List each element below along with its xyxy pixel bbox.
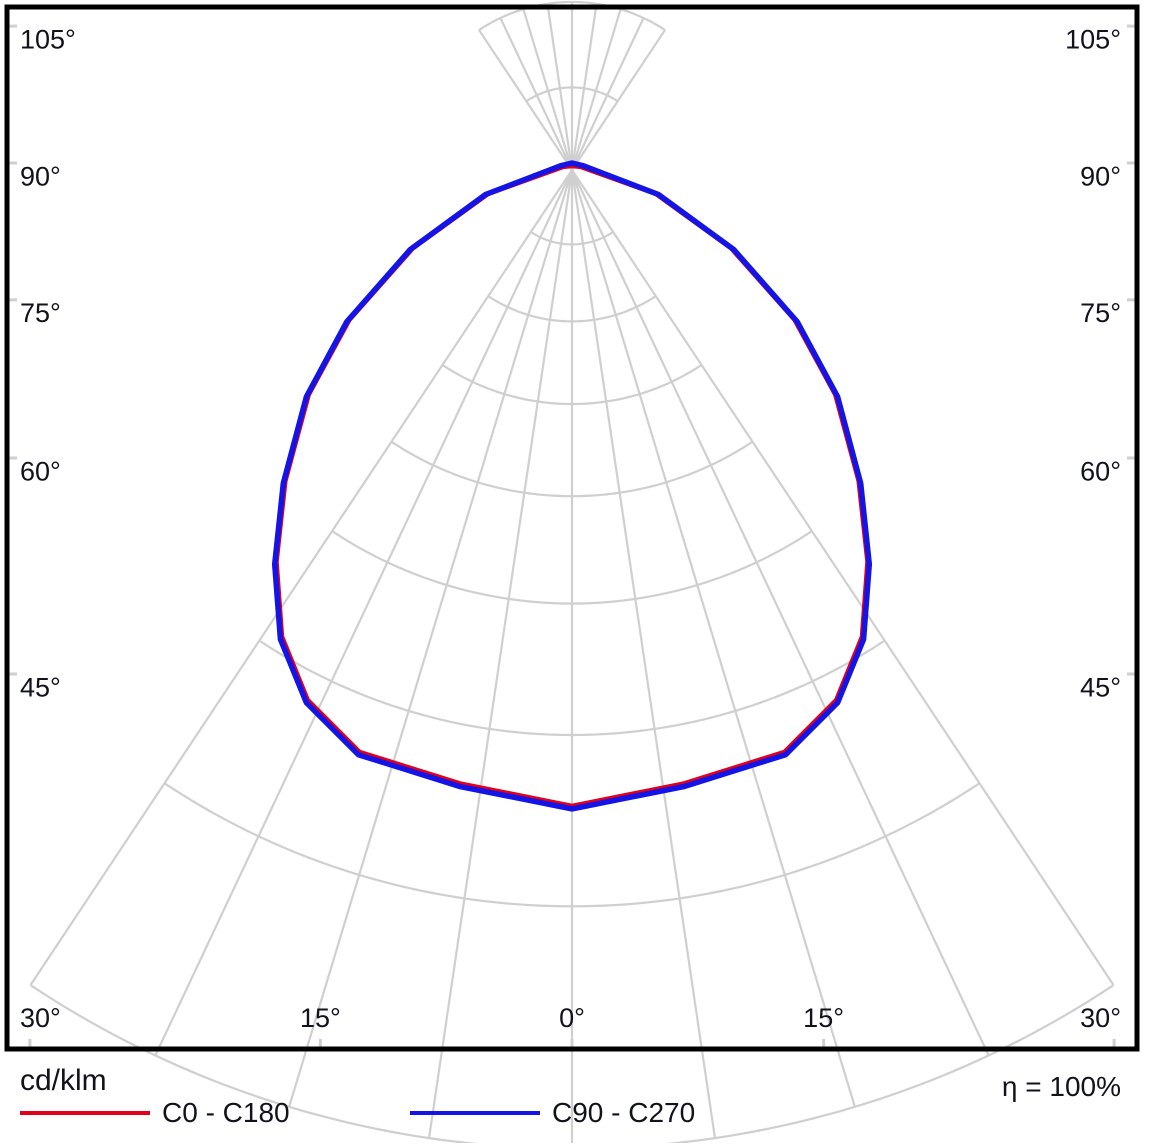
- svg-text:15°: 15°: [300, 1003, 341, 1033]
- svg-text:105°: 105°: [20, 24, 76, 54]
- svg-text:60°: 60°: [20, 456, 61, 486]
- svg-text:45°: 45°: [1080, 672, 1121, 702]
- svg-text:105°: 105°: [1065, 24, 1121, 54]
- svg-text:15°: 15°: [803, 1003, 844, 1033]
- svg-text:60°: 60°: [1080, 456, 1121, 486]
- svg-text:90°: 90°: [1080, 161, 1121, 191]
- svg-text:90°: 90°: [20, 161, 61, 191]
- svg-text:45°: 45°: [20, 672, 61, 702]
- svg-text:30°: 30°: [1080, 1003, 1121, 1033]
- svg-text:cd/klm: cd/klm: [20, 1064, 107, 1097]
- svg-text:C90 - C270: C90 - C270: [552, 1097, 695, 1128]
- svg-text:75°: 75°: [1080, 298, 1121, 328]
- svg-text:0°: 0°: [559, 1003, 585, 1033]
- svg-text:C0 - C180: C0 - C180: [162, 1097, 290, 1128]
- svg-text:75°: 75°: [20, 298, 61, 328]
- svg-text:30°: 30°: [20, 1003, 61, 1033]
- svg-text:η = 100%: η = 100%: [1002, 1071, 1121, 1102]
